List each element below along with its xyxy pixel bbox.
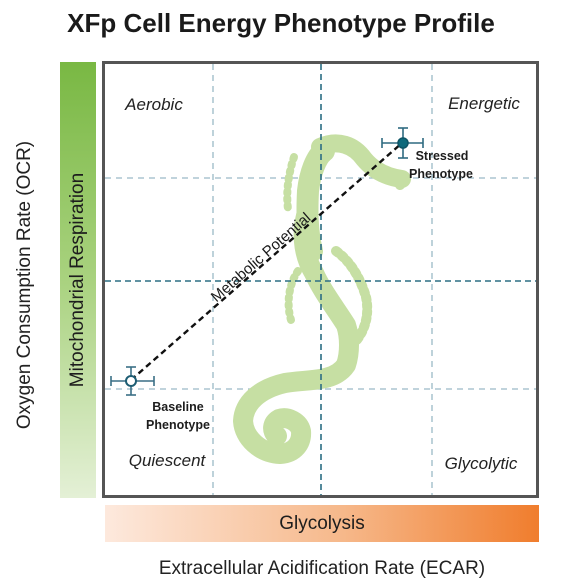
baseline-label-line1: Baseline [152,400,203,414]
stressed-point [381,127,424,159]
metabolic-potential-line [130,142,403,381]
glycolysis-bar [105,505,539,542]
grid-dark [105,64,536,495]
stressed-label-line2: Phenotype [409,167,473,181]
phenotype-plot: Metabolic Potential Aerobic Energetic Qu… [102,61,539,498]
grid-light [105,64,536,495]
seahorse-icon [233,134,411,464]
page-title: XFp Cell Energy Phenotype Profile [67,8,495,38]
mitochondrial-respiration-bar [60,62,96,498]
x-axis-label: Extracellular Acidification Rate (ECAR) [158,558,486,579]
glycolysis-label: Glycolysis [279,513,365,534]
y-axis-label: Oxygen Consumption Rate (OCR) [14,140,35,430]
quadrant-energetic: Energetic [448,94,520,113]
baseline-label-line2: Phenotype [146,418,210,432]
stressed-label-line1: Stressed [416,149,469,163]
quadrant-quiescent: Quiescent [129,451,207,470]
mitochondrial-respiration-label: Mitochondrial Respiration [67,172,88,388]
baseline-point [110,366,155,396]
quadrant-aerobic: Aerobic [124,95,183,114]
quadrant-glycolytic: Glycolytic [445,454,518,473]
